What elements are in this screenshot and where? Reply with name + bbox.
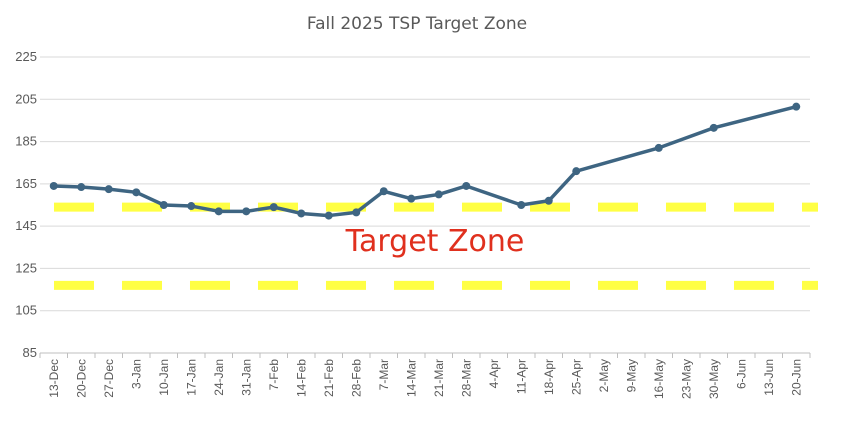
x-tick-label: 24-Jan xyxy=(212,359,226,396)
data-point xyxy=(49,181,58,190)
x-tick-label: 10-Jan xyxy=(157,359,171,396)
x-tick-label: 31-Jan xyxy=(239,359,253,396)
x-tick-label: 2-May xyxy=(597,359,611,392)
data-point xyxy=(709,123,718,132)
y-tick-label: 105 xyxy=(15,303,37,318)
x-tick-label: 23-May xyxy=(679,359,693,399)
data-point xyxy=(269,203,278,212)
data-point xyxy=(132,188,141,197)
x-tick-label: 6-Jun xyxy=(734,359,748,389)
x-tick-label: 30-May xyxy=(707,359,721,399)
x-tick-label: 14-Feb xyxy=(294,359,308,397)
x-tick-label: 20-Jun xyxy=(789,359,803,396)
data-point xyxy=(654,143,663,152)
x-tick-label: 11-Apr xyxy=(514,359,528,394)
data-point xyxy=(379,187,388,196)
target-zone-label: Target Zone xyxy=(345,224,525,259)
data-point xyxy=(324,211,333,220)
x-tick-label: 7-Feb xyxy=(267,359,281,391)
y-tick-label: 85 xyxy=(23,345,37,360)
data-point xyxy=(242,207,251,216)
y-tick-label: 205 xyxy=(15,91,37,106)
y-axis: 85 105 125 145 165 185 205 225 xyxy=(15,49,37,360)
data-point xyxy=(434,190,443,199)
data-point xyxy=(187,202,196,211)
data-point xyxy=(297,209,306,218)
x-tick-label: 13-Dec xyxy=(47,359,61,398)
data-point xyxy=(462,181,471,190)
x-tick-label: 28-Feb xyxy=(349,359,363,397)
x-tick-label: 9-May xyxy=(624,359,638,392)
data-point xyxy=(352,208,361,217)
x-tick-label: 18-Apr xyxy=(542,359,556,395)
series-path xyxy=(53,104,797,218)
series-line xyxy=(49,102,801,220)
y-tick-label: 145 xyxy=(15,218,37,233)
x-tick-label: 14-Mar xyxy=(404,359,418,397)
x-tick-label: 13-Jun xyxy=(762,359,776,396)
x-axis: 13-Dec 20-Dec 27-Dec 3-Jan 10-Jan 17-Jan 24-Ja… xyxy=(39,352,811,399)
x-tick-label: 4-Apr xyxy=(487,359,501,388)
x-tick-label: 20-Dec xyxy=(74,359,88,398)
data-point xyxy=(214,207,223,216)
x-tick-label: 25-Apr xyxy=(569,359,583,395)
chart-title: Fall 2025 TSP Target Zone xyxy=(307,14,527,34)
data-point xyxy=(407,194,416,203)
target-zone xyxy=(54,202,818,290)
data-point xyxy=(517,201,526,209)
y-tick-label: 125 xyxy=(15,260,37,275)
data-point xyxy=(544,196,553,205)
x-tick-label: 3-Jan xyxy=(129,359,143,389)
x-tick-label: 21-Mar xyxy=(432,359,446,397)
data-point xyxy=(572,167,581,176)
y-tick-label: 225 xyxy=(15,49,37,64)
data-point xyxy=(77,183,86,192)
x-tick-label: 27-Dec xyxy=(102,359,116,398)
data-point xyxy=(104,185,113,194)
data-point xyxy=(792,102,801,111)
y-tick-label: 165 xyxy=(15,176,37,191)
x-tick-label: 28-Mar xyxy=(459,359,473,397)
x-tick-label: 7-Mar xyxy=(377,359,391,390)
x-tick-label: 17-Jan xyxy=(184,359,198,396)
gridlines xyxy=(40,56,810,354)
x-tick-label: 16-May xyxy=(652,359,666,399)
data-point xyxy=(159,201,168,209)
x-tick-label: 21-Feb xyxy=(322,359,336,397)
y-tick-label: 185 xyxy=(15,134,37,149)
